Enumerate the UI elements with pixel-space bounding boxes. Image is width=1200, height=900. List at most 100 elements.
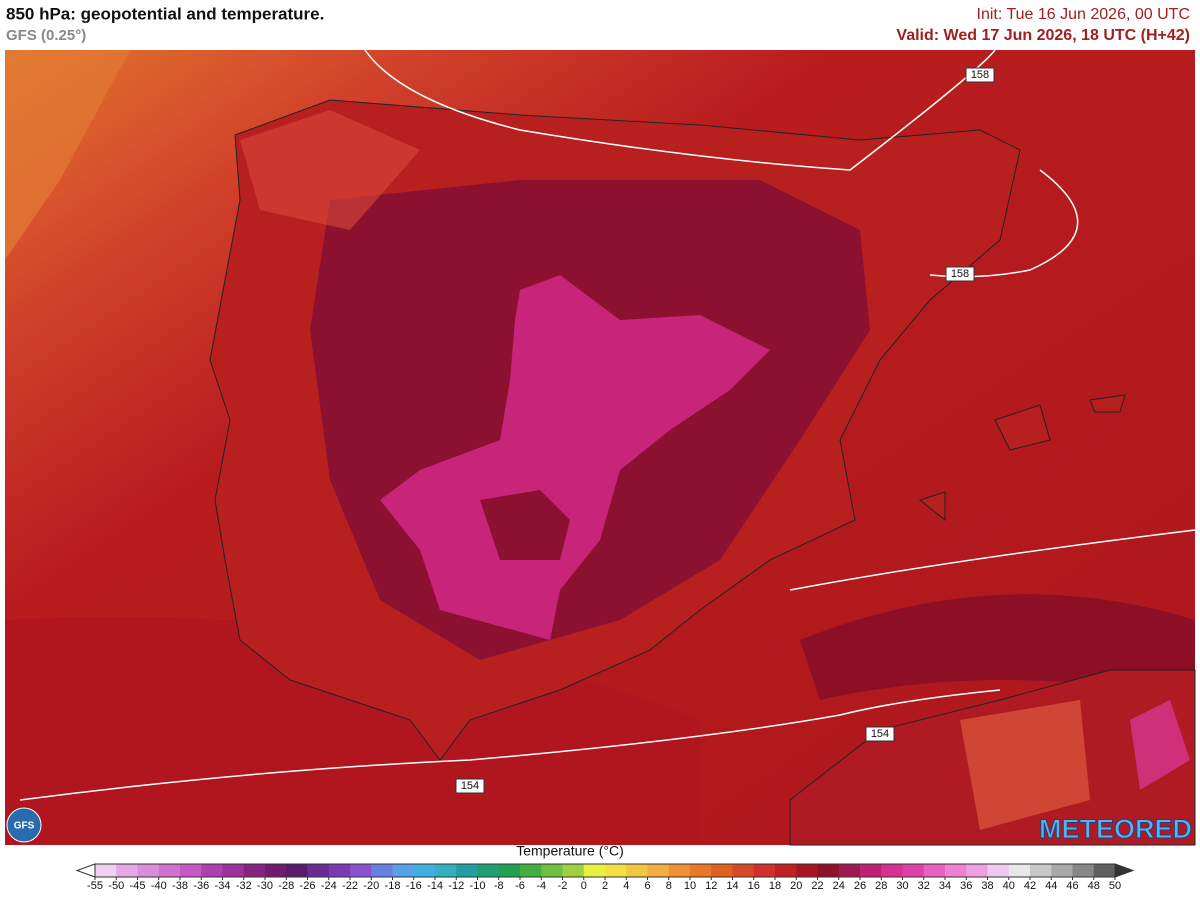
- tick-label: 34: [939, 880, 951, 892]
- cool-zone: [240, 110, 420, 230]
- tick-label: -24: [321, 880, 337, 892]
- colorbar-segment: [562, 864, 585, 877]
- init-time: Init: Tue 16 Jun 2026, 00 UTC: [977, 6, 1190, 23]
- contour-label: 158: [971, 69, 989, 81]
- subtitle: GFS (0.25°): [6, 27, 86, 44]
- gfs-badge-text: GFS: [14, 821, 35, 832]
- colorbar-segment: [477, 864, 500, 877]
- tick-label: -32: [236, 880, 252, 892]
- colorbar-segment: [498, 864, 521, 877]
- tick-label: 18: [769, 880, 781, 892]
- tick-label: -22: [342, 880, 358, 892]
- tick-label: -26: [300, 880, 316, 892]
- tick-label: 2: [602, 880, 608, 892]
- tick-label: 28: [875, 880, 887, 892]
- colorbar-end: [75, 863, 96, 878]
- tick-label: -38: [172, 880, 188, 892]
- very-hot-zone: [1130, 700, 1190, 790]
- colorbar-segment: [328, 864, 351, 877]
- colorbar-segment: [371, 864, 393, 877]
- colorbar-segment: [116, 864, 138, 877]
- contours: [19, 49, 1196, 801]
- colorbar-segment: [838, 864, 861, 877]
- colorbar-segment: [775, 864, 797, 877]
- tick-label: 24: [833, 880, 845, 892]
- valid-time: Valid: Wed 17 Jun 2026, 18 UTC (H+42): [896, 27, 1190, 44]
- map: 158 158 154 154 GFS METEORED: [5, 49, 1196, 846]
- tick-label: -8: [494, 880, 504, 892]
- colorbar-segment: [350, 864, 372, 877]
- tick-label: -2: [558, 880, 568, 892]
- tick-label: -45: [130, 880, 146, 892]
- contour-label-box: [945, 266, 975, 282]
- contour-label-box: [865, 726, 895, 742]
- tick-label: -34: [215, 880, 231, 892]
- tick-label: -6: [515, 880, 525, 892]
- tick-label: 8: [666, 880, 672, 892]
- colorbar-segment: [732, 864, 755, 877]
- tick-label: 22: [811, 880, 823, 892]
- colorbar-segment: [945, 864, 967, 877]
- tick-label: -40: [151, 880, 167, 892]
- tick-label: 44: [1045, 880, 1057, 892]
- colorbar-segment: [902, 864, 925, 877]
- tick-label: 42: [1024, 880, 1036, 892]
- tick-label: 38: [981, 880, 993, 892]
- colorbar-segment: [1051, 864, 1073, 877]
- logo: METEORED: [1039, 814, 1192, 844]
- tick-label: 6: [644, 880, 650, 892]
- colorbar-segment: [1008, 864, 1031, 877]
- colorbar: -55 -50 -45 -40 -38 -36 -34 -32 -30 -28 -26 -24 -22-…: [75, 863, 1135, 892]
- tick-label: 4: [623, 880, 629, 892]
- colorbar-segment: [1030, 864, 1052, 877]
- colorbar-segment: [796, 864, 818, 877]
- tick-label: 20: [790, 880, 802, 892]
- tick-label: -16: [406, 880, 422, 892]
- colorbar-segment: [605, 864, 627, 877]
- tick-label: 16: [748, 880, 760, 892]
- colorbar-segment: [180, 864, 202, 877]
- hot-zone: [480, 490, 570, 560]
- tick-label: -20: [363, 880, 379, 892]
- colorbar-segment: [456, 864, 478, 877]
- tick-label: 36: [960, 880, 972, 892]
- colorbar-segment: [987, 864, 1010, 877]
- tick-label: 0: [581, 880, 587, 892]
- tick-label: 48: [1088, 880, 1100, 892]
- colorbar-segment: [923, 864, 946, 877]
- contour-label-box: [965, 67, 995, 83]
- tick-label: 14: [726, 880, 738, 892]
- colorbar-segment: [1072, 864, 1095, 877]
- tick-label: -14: [427, 880, 443, 892]
- colorbar-segment: [307, 864, 330, 877]
- colorbar-segment: [243, 864, 266, 877]
- gfs-badge: [6, 807, 42, 843]
- tick-label: 10: [684, 880, 696, 892]
- contour-label: 154: [871, 728, 889, 740]
- colorbar-segment: [158, 864, 181, 877]
- colorbar-segment: [860, 864, 882, 877]
- tick-label: 30: [896, 880, 908, 892]
- colorbar-segment: [966, 864, 988, 877]
- colorbar-segment: [392, 864, 415, 877]
- tick-label: -55: [87, 880, 103, 892]
- tick-label: 26: [854, 880, 866, 892]
- very-hot-zone: [380, 275, 770, 640]
- title: 850 hPa: geopotential and temperature.: [6, 4, 324, 23]
- colorbar-segment: [95, 864, 117, 877]
- colorbar-segment: [668, 864, 691, 877]
- colorbar-segment: [201, 864, 223, 877]
- colorbar-segment: [137, 864, 160, 877]
- tick-label: 50: [1109, 880, 1121, 892]
- contour-label: 154: [461, 780, 479, 792]
- colorbar-segment: [583, 864, 606, 877]
- colorbar-segment: [541, 864, 563, 877]
- tick-label: 46: [1066, 880, 1078, 892]
- colorbar-segment: [222, 864, 245, 877]
- colorbar-segment: [265, 864, 287, 877]
- tick-label: -30: [257, 880, 273, 892]
- colorbar-segment: [753, 864, 776, 877]
- tick-label: 40: [1003, 880, 1015, 892]
- legend-title: Temperature (°C): [516, 843, 624, 859]
